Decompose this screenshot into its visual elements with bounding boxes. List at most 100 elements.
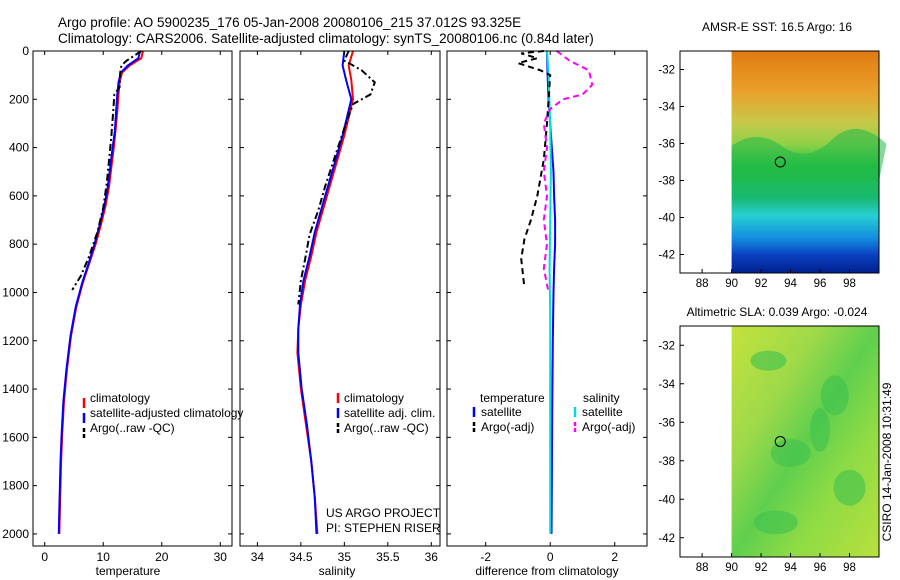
project-label: US ARGO PROJECT — [326, 506, 441, 520]
xtick-label: 34.5 — [289, 550, 313, 564]
ytick-label: 1400 — [2, 382, 29, 396]
legend-label-climatology: climatology — [344, 391, 404, 405]
sst-field — [731, 51, 887, 273]
map-ytick-label: -42 — [658, 250, 675, 262]
sst-map-panel: 88 90 92 94 96 98 -32 -34 -36 -38 -40 -42 AMSR-E SS… — [658, 20, 887, 291]
salinity-profile-lines — [296, 50, 376, 534]
timestamp-label: CSIRO 14-Jan-2008 10:31:49 — [880, 382, 894, 541]
difference-xlabel: difference from climatology — [475, 564, 618, 578]
ytick-label: 400 — [9, 141, 29, 155]
legend-label-satellite: satellite-adjusted climatology — [90, 406, 243, 420]
sla-anomaly-blob — [753, 510, 798, 535]
temperature-series-climatology — [58, 50, 144, 534]
sla-map-title: Altimetric SLA: 0.039 Argo: -0.024 — [687, 305, 868, 319]
map-ytick-label: -32 — [658, 65, 675, 77]
temperature-axes-frame — [32, 50, 233, 547]
ytick-label: 1600 — [2, 430, 29, 444]
sla-map-ticks: 88 90 92 94 96 98 -32 -34 -36 -38 -40 -42 — [658, 340, 856, 574]
sst-map-frame — [679, 50, 880, 274]
map-xtick-label: 98 — [843, 562, 856, 574]
difference-profile-lines — [514, 50, 594, 534]
map-xtick-label: 90 — [725, 562, 738, 574]
map-xtick-label: 88 — [696, 562, 709, 574]
legend-label-climatology: climatology — [90, 391, 150, 405]
map-ytick-label: -40 — [658, 213, 675, 225]
xtick-label: -2 — [480, 550, 491, 564]
difference-panel: -2 0 2 difference from climatology tempera… — [446, 50, 648, 578]
temperature-legend: climatology satellite-adjusted climatolo… — [82, 391, 243, 438]
difference-ticks: -2 0 2 — [447, 50, 647, 564]
xtick-label: 30 — [214, 550, 228, 564]
sla-map-panel: 88 90 92 94 96 98 -32 -34 -36 -38 -40 -42 Altimetri… — [658, 305, 880, 574]
sla-anomaly-blob — [810, 407, 831, 452]
temperature-panel: 0 10 20 30 0 200 400 600 800 1000 1200 1400 1600 1800… — [2, 44, 243, 578]
xtick-label: 35 — [338, 550, 352, 564]
map-xtick-label: 96 — [814, 562, 827, 574]
salinity-panel: 34 34.5 35 35.5 36 salinity climatology sate… — [239, 50, 441, 578]
xtick-label: 36 — [425, 550, 439, 564]
map-xtick-label: 98 — [843, 278, 856, 290]
sla-anomaly-blob — [820, 375, 849, 416]
salinity-axes-frame — [239, 50, 441, 547]
temperature-series-satellite — [57, 50, 142, 534]
map-ytick-label: -40 — [658, 494, 675, 506]
sst-map-title: AMSR-E SST: 16.5 Argo: 16 — [702, 20, 852, 34]
sla-map-frame — [679, 325, 880, 558]
ytick-label: 1800 — [2, 479, 29, 493]
map-ytick-label: -36 — [658, 417, 675, 429]
ytick-label: 600 — [9, 189, 29, 203]
sla-field — [731, 326, 879, 557]
xtick-label: 34 — [251, 550, 265, 564]
map-ytick-label: -32 — [658, 340, 675, 352]
xtick-label: 20 — [155, 550, 169, 564]
map-xtick-label: 90 — [725, 278, 738, 290]
legend-label-satellite: satellite adj. clim. — [344, 406, 435, 420]
sla-anomaly-blob — [750, 350, 787, 371]
xtick-label: 0 — [41, 550, 48, 564]
map-xtick-label: 92 — [755, 562, 768, 574]
temperature-series-argo — [71, 50, 142, 291]
map-ytick-label: -34 — [658, 379, 675, 391]
xtick-label: 0 — [547, 550, 554, 564]
legend-title-temperature: temperature — [480, 391, 545, 405]
legend-label-temp-argo: Argo(-adj) — [481, 420, 534, 434]
sla-anomaly-blob — [770, 439, 811, 468]
map-ytick-label: -38 — [658, 176, 675, 188]
salinity-ticks: 34 34.5 35 35.5 36 — [240, 50, 440, 564]
temperature-ticks: 0 10 20 30 0 200 400 600 800 1000 1200 1400 1600 1800… — [2, 44, 232, 564]
argo-location-marker — [774, 156, 786, 168]
temperature-profile-lines — [57, 50, 144, 534]
ytick-label: 0 — [22, 44, 29, 58]
sla-anomaly-blob — [833, 469, 866, 506]
xtick-label: 2 — [611, 550, 618, 564]
ytick-label: 1200 — [2, 334, 29, 348]
temperature-xlabel: temperature — [96, 564, 161, 578]
difference-series-temperature-argo — [514, 50, 552, 288]
map-xtick-label: 94 — [784, 562, 797, 574]
difference-axes-frame — [446, 50, 648, 547]
map-ytick-label: -36 — [658, 139, 675, 151]
salinity-legend: climatology satellite adj. clim. Argo(..… — [336, 391, 435, 435]
legend-label-sal-argo: Argo(-adj) — [582, 420, 635, 434]
sst-front — [731, 128, 887, 181]
legend-label-argo: Argo(..raw -QC) — [344, 421, 429, 435]
map-xtick-label: 92 — [755, 278, 768, 290]
legend-label-sal-satellite: satellite — [582, 405, 623, 419]
header-line-2: Climatology: CARS2006. Satellite-adjuste… — [58, 31, 594, 46]
legend-label-argo: Argo(..raw -QC) — [90, 421, 175, 435]
difference-series-salinity-argo — [542, 50, 594, 293]
map-xtick-label: 94 — [784, 278, 797, 290]
argo-location-marker — [774, 436, 786, 447]
salinity-series-satellite — [297, 50, 353, 534]
map-xtick-label: 96 — [814, 278, 827, 290]
map-ytick-label: -42 — [658, 533, 675, 545]
map-xtick-label: 88 — [696, 278, 709, 290]
pi-label: PI: STEPHEN RISER — [326, 521, 441, 535]
difference-legend: temperature salinity satellite Argo(-adj… — [472, 391, 635, 434]
ytick-label: 200 — [9, 92, 29, 106]
map-ytick-label: -38 — [658, 456, 675, 468]
sst-map-ticks: 88 90 92 94 96 98 -32 -34 -36 -38 -40 -42 — [658, 65, 856, 291]
ytick-label: 2000 — [2, 527, 29, 541]
ytick-label: 1000 — [2, 285, 29, 299]
